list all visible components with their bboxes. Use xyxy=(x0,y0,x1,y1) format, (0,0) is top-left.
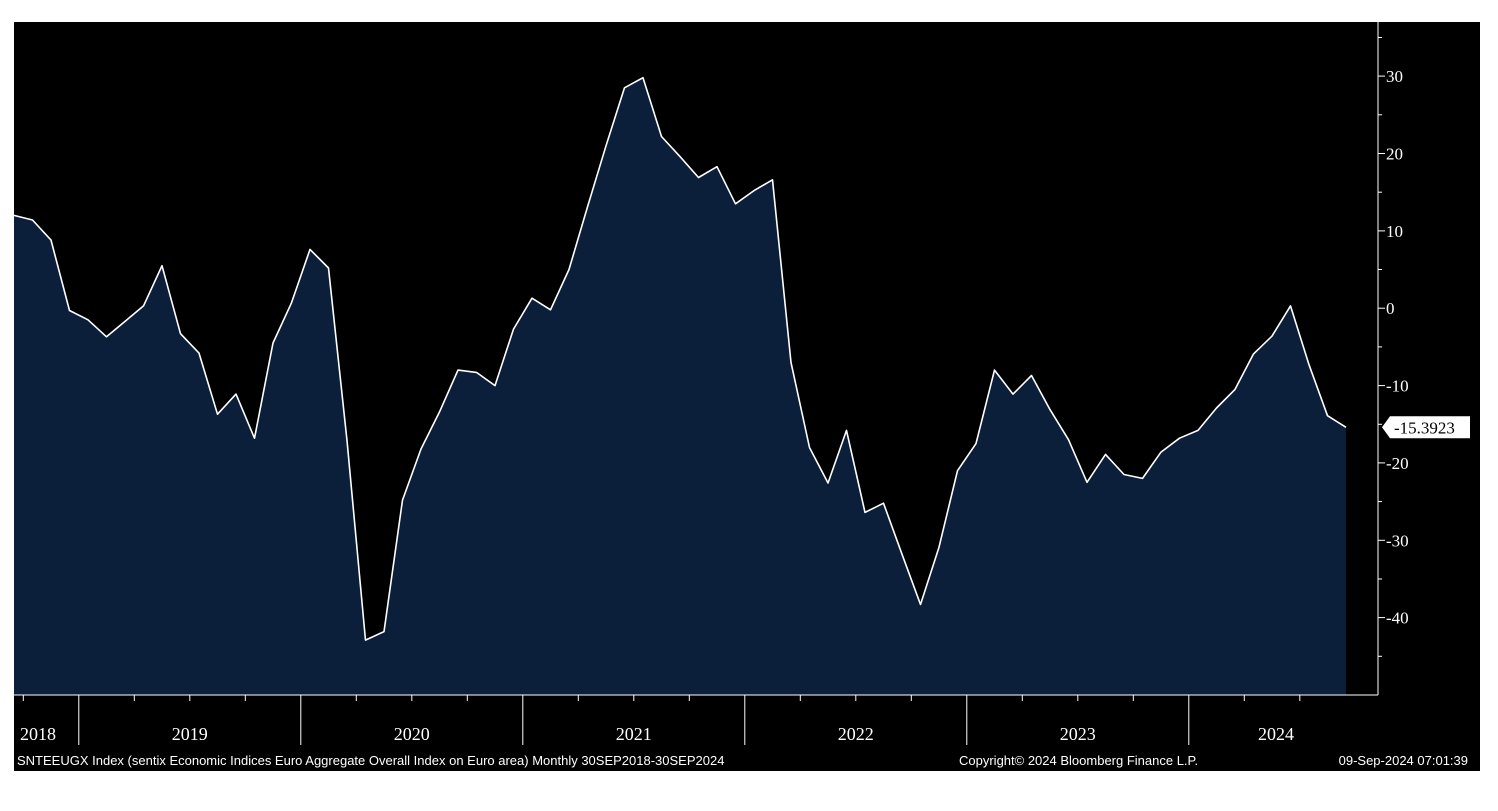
y-tick-label: -20 xyxy=(1386,454,1409,473)
y-tick-label: 20 xyxy=(1386,145,1403,164)
x-year-label: 2020 xyxy=(394,724,430,744)
footer-timestamp: 09-Sep-2024 07:01:39 xyxy=(1339,753,1468,768)
footer-description: SNTEEUGX Index (sentix Economic Indices … xyxy=(17,753,724,768)
y-tick-label: -10 xyxy=(1386,377,1409,396)
last-value-label-group: -15.3923 xyxy=(1382,416,1470,439)
x-year-label: 2018 xyxy=(20,724,56,744)
x-year-label: 2023 xyxy=(1060,724,1096,744)
last-value-box xyxy=(1382,416,1470,439)
y-tick-label: 0 xyxy=(1386,299,1395,318)
y-tick-label: 30 xyxy=(1386,67,1403,86)
y-tick-label: -30 xyxy=(1386,531,1409,550)
series-line xyxy=(13,76,1347,641)
series-area xyxy=(14,77,1346,695)
x-year-label: 2022 xyxy=(838,724,874,744)
footer-copyright: Copyright© 2024 Bloomberg Finance L.P. xyxy=(959,753,1198,768)
y-axis: 30 20 10 0 -10 -20 -30 -40 xyxy=(1377,22,1409,695)
x-axis: 2018 2019 2020 2021 2022 2023 2024 xyxy=(14,694,1378,745)
x-year-label: 2024 xyxy=(1258,724,1294,744)
x-year-label: 2019 xyxy=(172,724,208,744)
plot-area xyxy=(13,76,1347,695)
y-tick-label: -40 xyxy=(1386,609,1409,628)
x-year-label: 2021 xyxy=(616,724,652,744)
last-value-label: -15.3923 xyxy=(1394,418,1455,437)
y-tick-label: 10 xyxy=(1386,222,1403,241)
